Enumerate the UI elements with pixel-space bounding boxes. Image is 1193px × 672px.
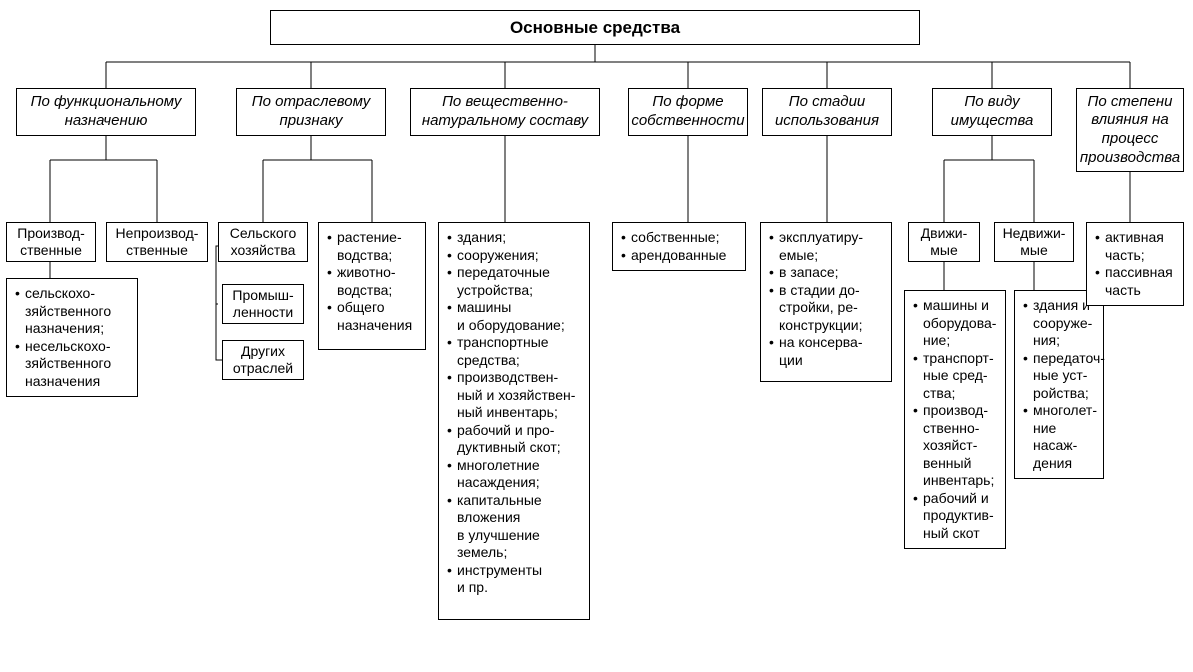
leaf-box: Движи-мые (908, 222, 980, 262)
list-item: инструментыи пр. (447, 562, 583, 597)
list-item: сооружения; (447, 247, 583, 265)
list-item: многолетниенасаждения; (447, 457, 583, 492)
leaf-box: Промыш-ленности (222, 284, 304, 324)
list-item: на консерва-ции (769, 334, 885, 369)
list-item: капитальныевложенияв улучшениеземель; (447, 492, 583, 562)
list-item: растение-водства; (327, 229, 419, 264)
list-item: активнаячасть; (1095, 229, 1177, 264)
leaf-box: Другихотраслей (222, 340, 304, 380)
diagram-canvas: Основные средства По функциональномуназна… (0, 0, 1193, 672)
list-item: рабочий ипродуктив-ный скот (913, 490, 999, 543)
list-item: эксплуатиру-емые; (769, 229, 885, 264)
list-item: здания; (447, 229, 583, 247)
item-box: растение-водства;животно-водства;общегон… (318, 222, 426, 350)
category-box: По степенивлияния напроцесспроизводства (1076, 88, 1184, 172)
leaf-box: Недвижи-мые (994, 222, 1074, 262)
list-item: общегоназначения (327, 299, 419, 334)
category-box: По отраслевомупризнаку (236, 88, 386, 136)
leaf-box: Сельскогохозяйства (218, 222, 308, 262)
list-item: передаточныеустройства; (447, 264, 583, 299)
list-item: транспорт-ные сред-ства; (913, 350, 999, 403)
list-item: арендованные (621, 247, 739, 265)
list-item: рабочий и про-дуктивный скот; (447, 422, 583, 457)
leaf-box: Непроизвод-ственные (106, 222, 208, 262)
item-box: здания;сооружения;передаточныеустройства… (438, 222, 590, 620)
list-item: транспортныесредства; (447, 334, 583, 369)
item-box: машины иоборудова-ние;транспорт-ные сред… (904, 290, 1006, 549)
leaf-box: Производ-ственные (6, 222, 96, 262)
item-box: сельскохо-зяйственногоназначения;несельс… (6, 278, 138, 397)
list-item: животно-водства; (327, 264, 419, 299)
item-box: активнаячасть;пассивнаячасть (1086, 222, 1184, 306)
list-item: в запасе; (769, 264, 885, 282)
list-item: собственные; (621, 229, 739, 247)
list-item: машины иоборудова-ние; (913, 297, 999, 350)
list-item: производ-ственно-хозяйст-венныйинвентарь… (913, 402, 999, 490)
item-box: эксплуатиру-емые;в запасе;в стадии до-ст… (760, 222, 892, 382)
category-box: По видуимущества (932, 88, 1052, 136)
category-box: По стадиииспользования (762, 88, 892, 136)
list-item: производствен-ный и хозяйствен-ный инвен… (447, 369, 583, 422)
list-item: многолет-ние насаж-дения (1023, 402, 1097, 472)
list-item: сельскохо-зяйственногоназначения; (15, 285, 131, 338)
diagram-title: Основные средства (270, 10, 920, 45)
item-box: собственные;арендованные (612, 222, 746, 271)
category-box: По вещественно-натуральному составу (410, 88, 600, 136)
list-item: передаточ-ные уст-ройства; (1023, 350, 1097, 403)
category-box: По функциональномуназначению (16, 88, 196, 136)
list-item: машиныи оборудование; (447, 299, 583, 334)
item-box: здания исооруже-ния;передаточ-ные уст-ро… (1014, 290, 1104, 479)
list-item: несельскохо-зяйственногоназначения (15, 338, 131, 391)
list-item: пассивнаячасть (1095, 264, 1177, 299)
category-box: По формесобственности (628, 88, 748, 136)
list-item: в стадии до-стройки, ре-конструкции; (769, 282, 885, 335)
